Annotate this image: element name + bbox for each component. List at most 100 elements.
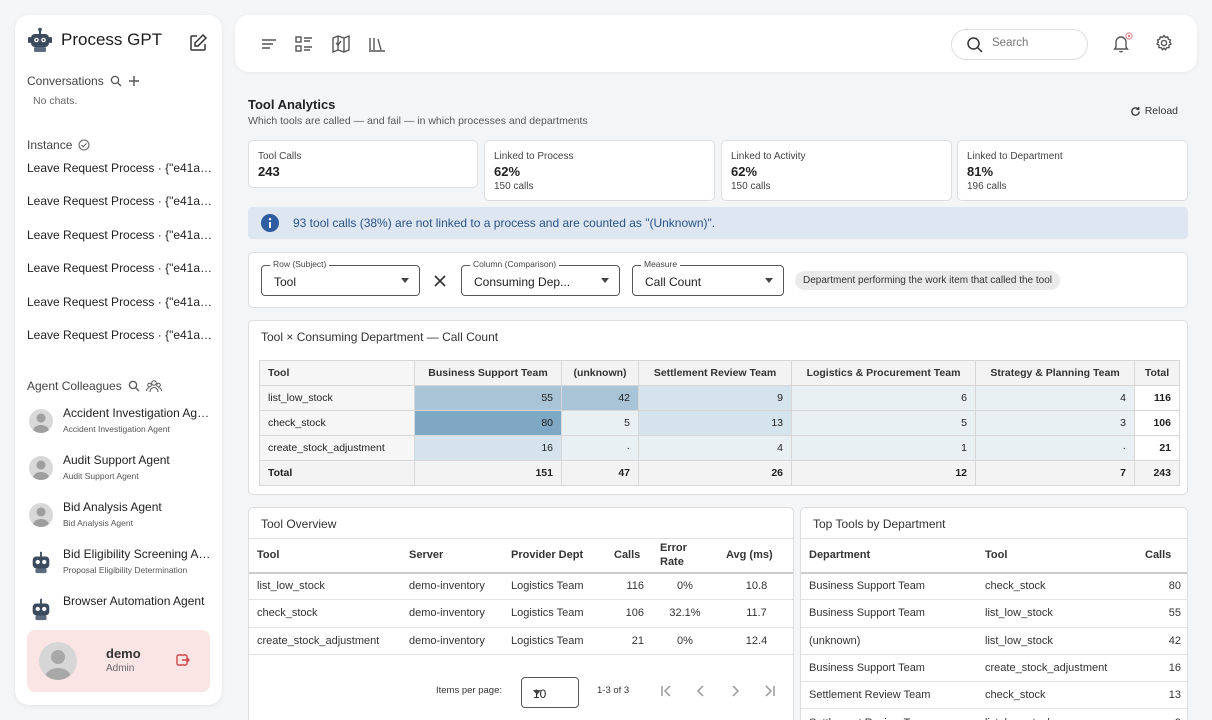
pivot-cell: 4 <box>638 435 792 461</box>
row-subject-select[interactable]: Row (Subject) Tool <box>261 259 420 296</box>
agent-item[interactable]: Browser Automation Agent <box>29 591 219 638</box>
col-header[interactable]: Avg (ms) <box>718 538 793 574</box>
swap-close-icon[interactable] <box>434 275 446 287</box>
refresh-icon <box>1130 106 1140 116</box>
robot-logo-icon <box>28 27 52 52</box>
pivot-cell: 6 <box>791 385 976 411</box>
col-header[interactable]: Provider Dept <box>503 538 606 574</box>
stat-label: Linked to Process <box>494 151 574 162</box>
new-chat-edit-icon[interactable] <box>188 33 208 53</box>
agent-item[interactable]: Bid Analysis Agent Bid Analysis Agent <box>29 497 219 544</box>
first-page-icon[interactable] <box>658 683 674 699</box>
pivot-cell: · <box>975 435 1135 461</box>
conversations-label: Conversations <box>27 74 104 88</box>
instance-item[interactable]: Leave Request Process · {"e41a53... <box>27 227 217 242</box>
pivot-row: list_low_stock 55 42 9 6 4 116 <box>259 385 1180 411</box>
stat-label: Linked to Activity <box>731 151 806 162</box>
col-header[interactable]: Tool <box>249 538 401 574</box>
brand[interactable]: Process GPT <box>27 27 162 53</box>
list-icon[interactable] <box>294 34 314 54</box>
col-header[interactable]: Error Rate <box>652 538 718 574</box>
chevron-down-icon <box>765 278 773 283</box>
gear-icon[interactable] <box>1155 34 1173 52</box>
bell-icon[interactable] <box>1111 32 1133 54</box>
agent-item[interactable]: Audit Support Agent Audit Support Agent <box>29 450 219 497</box>
column-comparison-label: Column (Comparison) <box>470 259 560 269</box>
agent-subtitle: Bid Analysis Agent <box>63 518 133 528</box>
measure-select[interactable]: Measure Call Count <box>632 259 784 296</box>
menu-icon[interactable] <box>259 34 279 54</box>
search-icon[interactable] <box>128 380 140 392</box>
page-title: Tool Analytics <box>248 97 336 112</box>
table-row[interactable]: create_stock_adjustment demo-inventory Log… <box>249 627 793 655</box>
search-box[interactable] <box>951 29 1088 60</box>
table-row[interactable]: (unknown) list_low_stock 42 <box>801 627 1187 655</box>
conversations-header: Conversations <box>27 74 140 88</box>
items-per-page-label: Items per page: <box>436 685 503 696</box>
table-cell: demo-inventory <box>401 572 503 601</box>
map-icon[interactable] <box>331 34 351 54</box>
next-page-icon[interactable] <box>727 683 743 699</box>
info-banner: 93 tool calls (38%) are not linked to a … <box>248 207 1188 239</box>
table-row[interactable]: Business Support Team create_stock_adjust… <box>801 654 1187 683</box>
col-header[interactable]: Calls <box>1137 538 1187 574</box>
table-row[interactable]: Settlement Review Team check_stock 13 <box>801 681 1187 710</box>
instance-item[interactable]: Leave Request Process · {"e41a53... <box>27 194 217 209</box>
pivot-card: Tool × Consuming Department — Call Count… <box>248 320 1188 495</box>
agent-name: Browser Automation Agent <box>63 594 205 608</box>
agent-name: Audit Support Agent <box>63 453 170 467</box>
pivot-row-header[interactable]: Tool <box>259 360 415 386</box>
pivot-cell: 1 <box>791 435 976 461</box>
col-header[interactable]: Server <box>401 538 503 574</box>
col-header[interactable]: Tool <box>977 538 1137 574</box>
search-icon[interactable] <box>110 75 122 87</box>
user-card[interactable]: demo Admin <box>27 630 210 692</box>
measure-label: Measure <box>641 259 681 269</box>
pivot-cell: 9 <box>638 385 792 411</box>
pivot-cell: · <box>561 435 639 461</box>
table-row[interactable]: Business Support Team check_stock 80 <box>801 572 1187 601</box>
prev-page-icon[interactable] <box>693 683 709 699</box>
add-icon[interactable] <box>128 75 140 87</box>
agent-item[interactable]: Bid Eligibility Screening Agent Proposal … <box>29 544 219 591</box>
agent-item[interactable]: Accident Investigation Agent Accident Inv… <box>29 403 219 450</box>
stat-value: 62% <box>494 164 521 179</box>
reload-button[interactable]: Reload <box>1130 105 1178 117</box>
instance-item[interactable]: Leave Request Process · {"e41a53... <box>27 294 217 309</box>
table-row[interactable]: list_low_stock demo-inventory Logistics Te… <box>249 572 793 601</box>
pivot-col-header[interactable]: Strategy & Planning Team <box>975 360 1135 386</box>
instance-item[interactable]: Leave Request Process · {"e41a53... <box>27 161 217 175</box>
pivot-row-label: create_stock_adjustment <box>259 435 415 461</box>
pivot-col-header[interactable]: Total <box>1134 360 1180 386</box>
stat-count: 196 calls <box>967 181 1007 192</box>
column-comparison-select[interactable]: Column (Comparison) Consuming Dep... <box>461 259 620 296</box>
col-header[interactable]: Department <box>801 538 977 574</box>
pivot-col-header[interactable]: Logistics & Procurement Team <box>791 360 976 386</box>
chevron-down-icon <box>601 278 609 283</box>
last-page-icon[interactable] <box>762 683 778 699</box>
items-per-page-select[interactable]: 10 <box>521 677 579 708</box>
table-cell: 106 <box>606 599 652 628</box>
pivot-row: create_stock_adjustment 16 · 4 1 · 21 <box>259 435 1180 461</box>
agent-group-icon[interactable] <box>145 379 162 393</box>
table-row[interactable]: check_stock demo-inventory Logistics Team 1… <box>249 599 793 628</box>
pivot-col-header[interactable]: (unknown) <box>561 360 639 386</box>
col-header[interactable]: Calls <box>606 538 652 574</box>
instance-item[interactable]: Leave Request Process · {"e41a53... <box>27 261 217 276</box>
search-input[interactable] <box>992 37 1077 49</box>
check-circle-icon[interactable] <box>78 139 90 151</box>
logout-icon[interactable] <box>176 653 190 667</box>
pivot-col-header[interactable]: Settlement Review Team <box>638 360 792 386</box>
library-icon[interactable] <box>367 34 387 54</box>
pivot-row-total: 106 <box>1134 410 1180 436</box>
table-cell: 10.8 <box>718 572 793 601</box>
table-row[interactable]: Business Support Team list_low_stock 55 <box>801 599 1187 628</box>
stat-label: Tool Calls <box>258 151 302 162</box>
table-cell: Business Support Team <box>801 654 977 683</box>
instance-item[interactable]: Leave Request Process · {"e41a53... <box>27 327 217 342</box>
tool-overview-card: Tool Overview Tool Server Provider Dept … <box>248 507 794 720</box>
agent-name: Bid Analysis Agent <box>63 500 162 514</box>
pivot-col-header[interactable]: Business Support Team <box>414 360 562 386</box>
agent-subtitle: Accident Investigation Agent <box>63 424 170 434</box>
